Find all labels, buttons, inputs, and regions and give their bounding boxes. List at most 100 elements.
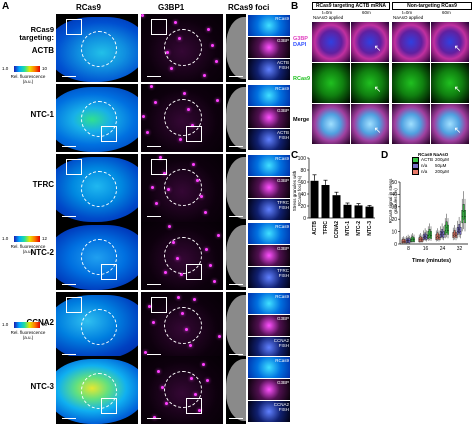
time-60m-right: 60m bbox=[442, 10, 451, 15]
inset-fish: TFRC FISH bbox=[247, 266, 291, 289]
g3bp-dapi-image bbox=[392, 22, 430, 62]
y-tick-label: 100 bbox=[298, 156, 307, 162]
rcas9-image bbox=[312, 63, 350, 103]
colorbar-2-gradient bbox=[14, 236, 40, 242]
bar-ntc-1 bbox=[343, 204, 352, 218]
applied-left: NaAsO applied bbox=[313, 15, 344, 20]
inset-fish: CCNA2 FISH bbox=[247, 400, 291, 423]
rcas9-image bbox=[56, 356, 138, 424]
box-n-a-50-m bbox=[458, 224, 460, 233]
rcas9-image: ↖ bbox=[431, 63, 469, 103]
row-label-g3bp: G3BP DAPI bbox=[293, 36, 308, 48]
x-tick-label: NTC-1 bbox=[345, 221, 351, 236]
legend-swatch bbox=[412, 169, 419, 175]
legend-item: n/a 50µM bbox=[412, 163, 449, 169]
inset-g3bp-label: G3BP bbox=[276, 108, 289, 113]
box-n-a-50-m bbox=[456, 226, 459, 235]
inset-g3bp: G3BP bbox=[247, 106, 291, 129]
inset-rcas9: RCas9 bbox=[247, 356, 291, 379]
y-tick-label: 0 bbox=[394, 242, 397, 248]
panel-b-letter: B bbox=[291, 1, 299, 12]
rcas9-image bbox=[56, 222, 138, 290]
y-tick-label: 10 bbox=[391, 229, 397, 235]
legend-naaso: 200µM bbox=[435, 157, 449, 162]
y-tick-label: 60 bbox=[300, 180, 306, 186]
inset-g3bp: G3BP bbox=[247, 314, 291, 337]
panel-d-chart: 0 10 20 30 40 50 8 16 24 32 bbox=[391, 180, 468, 252]
rcas9-foci-image bbox=[226, 84, 246, 152]
y-tick-label: 30 bbox=[391, 205, 397, 211]
x-tick-label: 16 bbox=[423, 246, 429, 252]
inset-g3bp-label: G3BP bbox=[276, 380, 289, 385]
applied-right: NaAsO applied bbox=[393, 15, 424, 20]
g3bp1-image bbox=[141, 84, 223, 152]
box-n-a-50-m bbox=[459, 226, 462, 235]
inset-rcas9-label: RCas9 bbox=[275, 358, 289, 363]
rcas9-image bbox=[392, 63, 430, 103]
box-n-a-200-m bbox=[452, 232, 455, 238]
y-tick-label: 40 bbox=[391, 192, 397, 198]
inset-rcas9: RCas9 bbox=[247, 84, 291, 107]
row-label-merge: Merge bbox=[293, 117, 310, 123]
bar-tfrc bbox=[321, 185, 330, 218]
box-n-a-50-m bbox=[422, 234, 425, 240]
rcas9-foci-image bbox=[226, 356, 246, 424]
g3bp-dapi-image: ↖ bbox=[351, 22, 389, 62]
box-actb-200-m bbox=[444, 224, 447, 235]
colorbar-2-caption: Rel. fluorescence (a.u.) bbox=[10, 244, 46, 254]
rcas9-foci-image bbox=[226, 222, 246, 290]
inset-fish-label: TFRC FISH bbox=[277, 268, 289, 278]
col-header-rcas9: RCas9 bbox=[76, 3, 101, 12]
y-tick-label: 80 bbox=[300, 168, 306, 174]
colorbar-3-caption: Rel. fluorescence (a.u.) bbox=[10, 330, 46, 340]
legend-swatch bbox=[412, 157, 419, 163]
box-n-a-50-m bbox=[424, 232, 426, 240]
colorbar-3-gradient bbox=[14, 322, 40, 328]
y-tick-label: 50 bbox=[391, 180, 397, 186]
inset-g3bp: G3BP bbox=[247, 176, 291, 199]
g3bp1-image bbox=[141, 356, 223, 424]
box-n-a-200-m bbox=[404, 239, 406, 244]
x-tick-label: 8 bbox=[407, 246, 410, 252]
legend-title: RCas9 NaAsO bbox=[418, 152, 449, 157]
x-tick-label: 32 bbox=[457, 246, 463, 252]
panel-b-right-header: Non-targeting RCas9 bbox=[392, 2, 472, 10]
panel-d-xlabel: Time (minutes) bbox=[412, 258, 452, 264]
box-n-a-200-m bbox=[453, 230, 456, 237]
legend-swatch bbox=[412, 163, 419, 169]
colorbar-1-max: 10 bbox=[42, 66, 48, 71]
inset-fish-label: CCNA2 FISH bbox=[273, 338, 289, 348]
inset-fish: ACTB FISH bbox=[247, 58, 291, 81]
box-n-a-50-m bbox=[425, 234, 428, 240]
row-label-actb: ACTB bbox=[31, 46, 54, 55]
time-60m-left: 60m bbox=[362, 10, 371, 15]
x-tick-label: ACTB bbox=[312, 221, 318, 235]
merge-image bbox=[392, 104, 430, 144]
rcas9-image bbox=[56, 14, 138, 82]
box-actb-200-m bbox=[428, 228, 431, 238]
inset-rcas9-label: RCas9 bbox=[275, 294, 289, 299]
inset-fish-label: ACTB FISH bbox=[276, 130, 289, 140]
y-tick-label: 20 bbox=[391, 217, 397, 223]
panel-b-left-header: RCas9 targeting ACTB mRNA bbox=[312, 2, 390, 10]
row-label-rcas9: RCas9 bbox=[293, 76, 311, 82]
inset-fish: ACTB FISH bbox=[247, 128, 291, 151]
inset-rcas9-label: RCas9 bbox=[275, 224, 289, 229]
x-tick-label: NTC-2 bbox=[356, 221, 362, 236]
colorbar-1-min: 1.0 bbox=[2, 66, 9, 71]
inset-rcas9: RCas9 bbox=[247, 222, 291, 245]
legend-item: ACTB 200µM bbox=[412, 157, 449, 163]
targeting-label: RCas9 targeting: bbox=[19, 25, 54, 42]
row-label-ccna2: CCNA2 bbox=[26, 318, 54, 327]
bar-actb bbox=[310, 180, 319, 218]
row-label-ntc-1: NTC-1 bbox=[30, 110, 54, 119]
x-tick-label: CCNA2 bbox=[334, 221, 340, 238]
g3bp1-image bbox=[141, 14, 223, 82]
panel-c-letter: C bbox=[291, 150, 299, 161]
legend-naaso: 200µM bbox=[435, 169, 449, 174]
box-n-a-200-m bbox=[438, 234, 440, 240]
box-actb-200-m bbox=[430, 231, 432, 239]
row-label-ntc-2: NTC-2 bbox=[30, 248, 54, 257]
inset-g3bp: G3BP bbox=[247, 36, 291, 59]
inset-g3bp-label: G3BP bbox=[276, 246, 289, 251]
